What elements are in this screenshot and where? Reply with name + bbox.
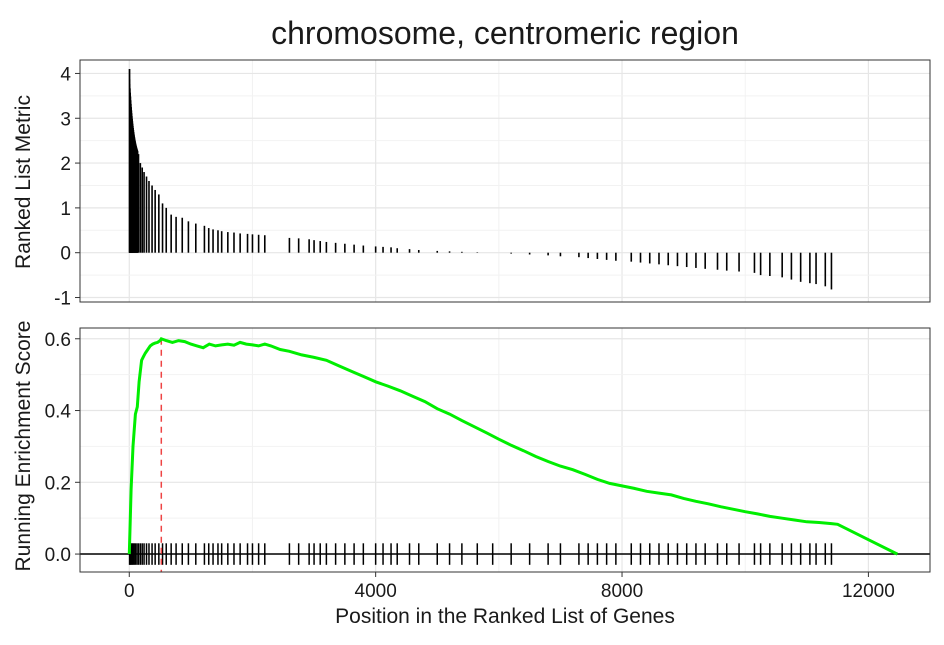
bottom-panel-border (79, 327, 931, 573)
x-tick-label: 12000 (842, 581, 895, 602)
top-y-tick-label: 3 (60, 109, 71, 130)
bottom-y-tick-label: 0.4 (45, 402, 72, 423)
top-y-tick-label: 4 (60, 64, 71, 85)
top-y-tick-label: 2 (60, 154, 71, 175)
x-tick-label: 4000 (355, 581, 397, 602)
metric-bars (128, 68, 833, 290)
top-y-axis-label: Ranked List Metric (12, 95, 35, 269)
bottom-x-ticks: 0 4000 8000 12000 (124, 572, 895, 602)
top-panel-border (79, 59, 931, 303)
bottom-y-ticks: 0.0 0.2 0.4 0.6 (45, 330, 80, 566)
running-enrichment-score-line (127, 336, 899, 556)
top-y-ticks: -1 0 1 2 3 4 (54, 64, 80, 310)
bottom-y-tick-label: 0.6 (45, 330, 71, 351)
bottom-y-tick-label: 0.2 (45, 473, 71, 494)
x-tick-label: 8000 (601, 581, 643, 602)
top-y-tick-label: -1 (54, 289, 71, 310)
ranked-metric-panel: -1 0 1 2 3 4 (54, 59, 931, 310)
bottom-y-tick-label: 0.0 (45, 545, 71, 566)
bottom-y-axis-label: Running Enrichment Score (12, 321, 35, 572)
x-axis-label: Position in the Ranked List of Genes (335, 605, 675, 628)
top-y-tick-label: 0 (60, 244, 71, 265)
top-y-tick-label: 1 (60, 199, 71, 220)
x-tick-label: 0 (124, 581, 135, 602)
chart-title: chromosome, centromeric region (271, 15, 739, 51)
enrichment-panel: 0.0 0.2 0.4 0.6 0 4000 8000 12000 (45, 327, 931, 602)
top-gridlines (80, 60, 930, 302)
